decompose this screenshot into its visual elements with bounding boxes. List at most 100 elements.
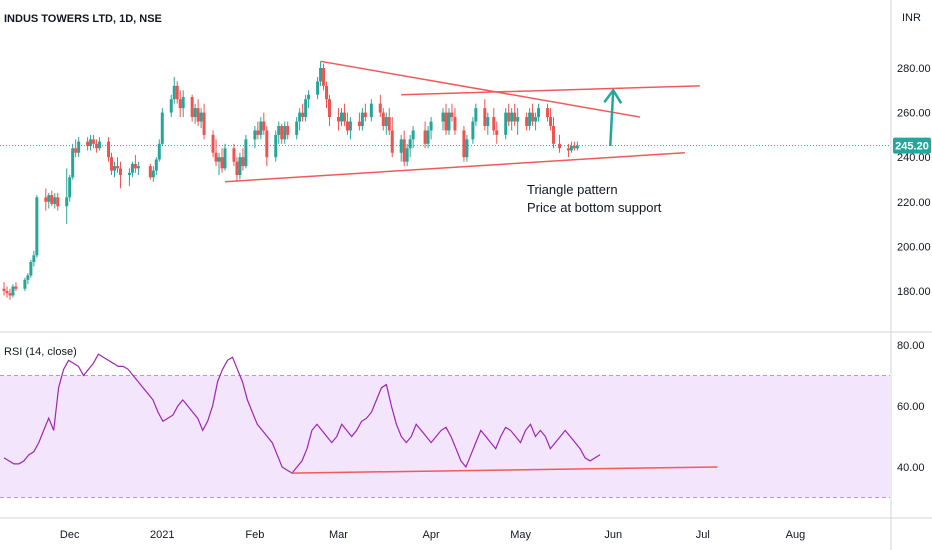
candle — [92, 134, 96, 149]
rsi-band — [0, 375, 890, 498]
candle-body — [390, 130, 394, 153]
candle — [348, 117, 352, 140]
time-tick-label: 2021 — [150, 529, 174, 541]
candle — [214, 139, 218, 167]
arrow-head[interactable] — [603, 88, 623, 104]
candle-body — [528, 112, 532, 126]
candle — [390, 117, 394, 158]
candle — [495, 121, 499, 144]
candle-body — [92, 139, 96, 144]
price-axis[interactable]: 280.00 260.00 240.00 220.00 200.00 180.00 — [897, 63, 931, 298]
annotation-line-1[interactable]: Triangle pattern — [527, 182, 618, 197]
candle — [549, 108, 553, 131]
candle-body — [566, 148, 570, 151]
candle — [283, 121, 287, 144]
candle-body — [244, 139, 248, 167]
candle — [378, 94, 382, 118]
candle — [32, 250, 36, 267]
trendline-upper[interactable] — [320, 60, 641, 118]
candle-body — [253, 130, 257, 140]
candle — [110, 152, 114, 176]
candle-body — [35, 197, 39, 256]
time-tick-label: Aug — [786, 529, 806, 541]
candle-body — [408, 139, 412, 149]
currency-label[interactable]: INR — [902, 12, 921, 24]
candle-body — [274, 134, 278, 158]
candle — [35, 195, 39, 258]
candle — [342, 103, 346, 126]
candle — [486, 112, 490, 135]
candle — [220, 148, 224, 173]
candle-body — [345, 121, 349, 131]
trendline-lower[interactable] — [224, 151, 685, 183]
candle-body — [348, 121, 352, 131]
time-tick-label: Dec — [60, 529, 80, 541]
candle — [483, 99, 487, 131]
symbol-title[interactable]: INDUS TOWERS LTD, 1D, NSE — [4, 13, 162, 25]
candle — [465, 134, 469, 162]
candle-body — [110, 157, 114, 171]
candle — [369, 99, 373, 122]
candle — [387, 108, 391, 135]
candle-body — [492, 117, 496, 131]
candle — [5, 286, 9, 298]
trendline-resistance[interactable] — [401, 85, 700, 96]
time-tick-label: Apr — [422, 529, 439, 541]
candle — [74, 139, 78, 158]
candle — [2, 282, 6, 296]
candle-body — [26, 275, 30, 280]
candle — [450, 103, 454, 122]
candle — [77, 137, 81, 158]
candle — [384, 112, 388, 135]
candle — [29, 259, 33, 278]
candle — [172, 76, 176, 104]
candle — [148, 163, 152, 180]
rsi-title[interactable]: RSI (14, close) — [4, 346, 77, 358]
candle — [89, 134, 93, 151]
candle-body — [486, 117, 490, 126]
candle-body — [211, 134, 215, 153]
candle-body — [295, 121, 299, 135]
candle — [115, 157, 119, 173]
candle — [23, 277, 27, 291]
candle-body — [112, 166, 116, 171]
candle — [286, 121, 290, 140]
candle-body — [169, 99, 173, 113]
candle — [426, 125, 430, 149]
arrow-shaft[interactable] — [608, 90, 615, 147]
candle-body — [411, 130, 415, 140]
candle-body — [450, 112, 454, 118]
candle — [301, 103, 305, 122]
candle-body — [178, 99, 182, 109]
candle-body — [453, 117, 457, 131]
candle — [525, 112, 529, 131]
candle — [575, 141, 579, 151]
candle — [345, 112, 349, 135]
time-axis[interactable]: Dec 2021 Feb Mar Apr May Jun Jul Aug — [60, 529, 805, 541]
candle-body — [107, 141, 111, 158]
candle-body — [74, 148, 78, 153]
candle — [196, 99, 200, 126]
rsi-axis[interactable]: 80.00 60.00 40.00 — [897, 340, 925, 474]
candle — [253, 125, 257, 149]
candle — [295, 117, 299, 140]
candle — [528, 108, 532, 131]
candle-body — [127, 172, 131, 176]
candle — [136, 161, 140, 176]
candle-body — [363, 112, 367, 118]
trendlines — [224, 60, 700, 183]
candle — [516, 108, 520, 135]
price-tick-label: 240.00 — [897, 152, 931, 164]
candle — [307, 90, 311, 109]
candle — [232, 143, 236, 167]
candle — [223, 143, 227, 171]
candle-body — [160, 112, 164, 144]
candle-body — [525, 117, 529, 126]
candle — [316, 76, 320, 100]
annotation-line-2[interactable]: Price at bottom support — [527, 200, 662, 215]
candle-body — [175, 85, 179, 100]
candle-body — [232, 148, 236, 162]
candle — [462, 125, 466, 162]
candle — [408, 134, 412, 158]
